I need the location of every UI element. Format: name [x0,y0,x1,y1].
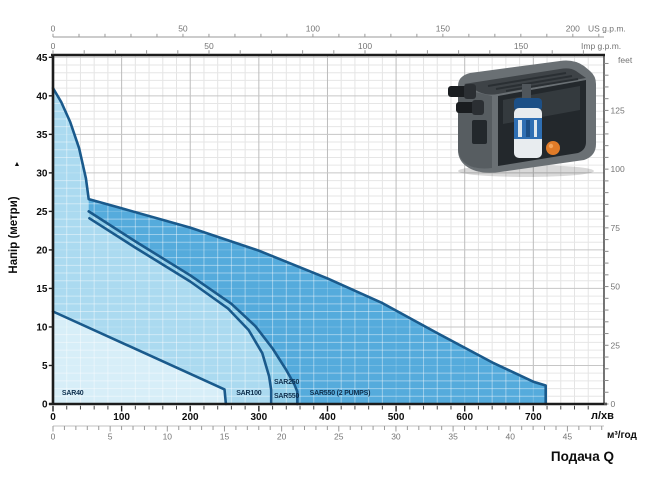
svg-text:100: 100 [113,412,130,423]
pump-box-lid-slots [487,72,579,92]
flow-axis-title: Подача Q [551,449,614,464]
svg-text:10: 10 [36,322,48,333]
axis-flow-lmin: 0 100 200 300 400 500 600 700 [50,405,589,423]
float-ball [546,141,560,155]
svg-text:500: 500 [388,412,405,423]
axis-flow-m3h: 0 5 10 15 20 25 30 35 40 45 [51,425,604,442]
pump-station-image [448,56,600,178]
y-axis-arrow-icon: ▲ [14,161,21,168]
svg-text:100: 100 [306,24,320,34]
float-ball-highlight [548,143,554,149]
svg-text:40: 40 [506,432,516,442]
svg-text:0: 0 [50,412,56,423]
svg-text:20: 20 [36,245,48,256]
svg-text:0: 0 [42,400,48,411]
axis-us-gpm: 0 50 100 150 200 [51,24,604,38]
svg-text:600: 600 [456,412,473,423]
axis-imp-gpm: 0 50 100 150 [51,41,584,55]
us-gpm-unit-label: US g.p.m. [588,24,626,34]
svg-text:125: 125 [611,105,625,115]
svg-text:25: 25 [36,207,48,218]
svg-text:25: 25 [334,432,344,442]
imp-gpm-unit-label: Imp g.p.m. [581,41,621,51]
svg-text:75: 75 [611,223,621,233]
curves-layer [51,86,547,406]
svg-text:30: 30 [36,168,48,179]
svg-text:35: 35 [36,130,48,141]
svg-text:50: 50 [611,282,621,292]
svg-text:45: 45 [563,432,573,442]
svg-text:200: 200 [566,24,580,34]
svg-text:45: 45 [36,53,48,64]
box-label-panel [472,120,487,144]
axis-head-meters: 0 5 10 15 20 25 30 35 40 45 [36,53,53,411]
svg-text:200: 200 [182,412,199,423]
svg-text:40: 40 [36,91,48,102]
svg-text:300: 300 [251,412,268,423]
axis-head-feet: 0 25 50 75 100 125 [604,62,625,409]
svg-text:400: 400 [319,412,336,423]
pump-unit [514,84,542,158]
lmin-unit-label: л/хв [591,410,614,422]
m3h-unit-label: м³/год [607,430,638,441]
svg-text:5: 5 [108,432,113,442]
region-label: SAR100 [236,390,262,397]
svg-text:0: 0 [51,432,56,442]
borders-layer [49,53,607,406]
svg-text:15: 15 [36,284,48,295]
svg-text:35: 35 [448,432,458,442]
svg-text:0: 0 [51,41,56,51]
feet-unit-label: feet [618,55,633,65]
svg-text:25: 25 [611,340,621,350]
svg-text:30: 30 [391,432,401,442]
svg-text:5: 5 [42,361,48,372]
region-label: SAR40 [62,390,84,397]
region-label: SAR550 [274,393,300,400]
inlet-couplings [448,84,484,115]
svg-text:100: 100 [358,41,372,51]
svg-text:50: 50 [178,24,188,34]
svg-text:100: 100 [611,164,625,174]
svg-text:50: 50 [204,41,214,51]
region-label: SAR550 (2 PUMPS) [310,390,371,397]
region-label: SAR250 [274,379,300,386]
svg-text:150: 150 [436,24,450,34]
svg-text:0: 0 [611,399,616,409]
svg-text:700: 700 [525,412,542,423]
svg-text:150: 150 [514,41,528,51]
svg-text:0: 0 [51,24,56,34]
region-labels-layer: SAR40 SAR100 SAR250 SAR550 SAR550 (2 PUMPS) [62,379,371,400]
svg-text:10: 10 [163,432,173,442]
y-axis-title: Напір (метри) [8,196,20,273]
svg-text:20: 20 [277,432,287,442]
svg-text:15: 15 [220,432,230,442]
